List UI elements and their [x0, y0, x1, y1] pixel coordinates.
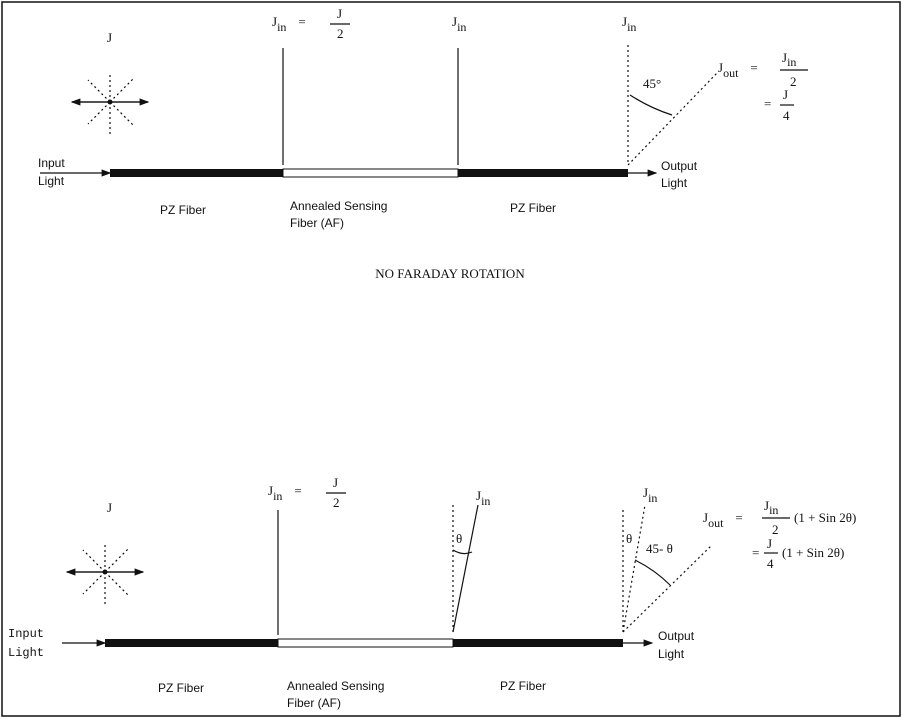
top-panel: J Jin = J 2 Jin Jin 45° Jout = Jin 2 = J 4… — [38, 6, 808, 281]
denominator: 2 — [790, 74, 797, 89]
angle-label: θ — [626, 531, 632, 546]
numerator: J — [783, 87, 788, 102]
numerator: J — [337, 6, 342, 21]
vector — [622, 504, 646, 633]
equation: Jin — [476, 488, 490, 508]
bottom-panel: J Jin = J 2 Jin θ Jin θ 45- θ Jout = Jin 2… — [8, 475, 856, 710]
output-label: Light — [661, 176, 688, 190]
angle-arc — [452, 549, 473, 555]
equation: Jin = — [268, 483, 302, 503]
equation: Jin = — [272, 14, 306, 34]
fiber-label: Annealed Sensing — [290, 199, 387, 213]
pz-fiber — [458, 169, 628, 177]
source-label: J — [107, 30, 112, 45]
equation: Jout = — [718, 60, 758, 80]
output-label: Light — [658, 647, 685, 661]
angle-label: θ — [456, 531, 462, 546]
output-label: Output — [658, 629, 695, 643]
pz-fiber — [453, 639, 623, 647]
equation: (1 + Sin 2θ) — [782, 545, 844, 560]
equation: Jin — [452, 14, 466, 34]
vector — [627, 71, 719, 166]
equation: = — [764, 96, 771, 111]
numerator: Jin — [782, 50, 796, 69]
denominator: 2 — [772, 522, 779, 537]
equation: Jout = — [703, 510, 743, 530]
equation: (1 + Sin 2θ) — [794, 510, 856, 525]
vector — [452, 504, 479, 633]
fiber-label: Annealed Sensing — [287, 679, 384, 693]
vector — [622, 544, 713, 633]
denominator: 2 — [333, 495, 340, 510]
angle-label: 45- θ — [646, 541, 673, 556]
input-label: Light — [8, 646, 44, 660]
origin — [102, 569, 108, 575]
caption: NO FARADAY ROTATION — [375, 266, 525, 281]
input-label: Input — [8, 627, 44, 641]
numerator: Jin — [764, 498, 778, 517]
sensing-fiber — [277, 638, 454, 648]
source-label: J — [107, 500, 112, 515]
equation: = — [752, 545, 759, 560]
denominator: 4 — [783, 108, 790, 123]
pz-fiber — [110, 169, 283, 177]
polarization-star — [70, 72, 150, 134]
numerator: J — [767, 536, 772, 551]
sensing-fiber — [282, 168, 459, 178]
equation: Jin — [643, 485, 657, 505]
denominator: 4 — [767, 556, 774, 571]
input-label: Input — [38, 156, 65, 170]
equation: Jin — [622, 14, 636, 34]
pz-fiber — [105, 639, 278, 647]
angle-arc — [629, 94, 673, 116]
fiber-label: PZ Fiber — [160, 203, 206, 217]
numerator: J — [333, 475, 338, 490]
fiber-label: Fiber (AF) — [287, 696, 341, 710]
fiber-label: PZ Fiber — [158, 681, 204, 695]
input-label: Light — [38, 174, 65, 188]
angle-label: 45° — [643, 76, 661, 91]
angle-arc — [634, 559, 671, 586]
fiber-label: Fiber (AF) — [290, 216, 344, 230]
fiber-label: PZ Fiber — [510, 201, 556, 215]
origin — [107, 99, 113, 105]
denominator: 2 — [337, 26, 344, 41]
output-label: Output — [661, 159, 698, 173]
fiber-label: PZ Fiber — [500, 679, 546, 693]
